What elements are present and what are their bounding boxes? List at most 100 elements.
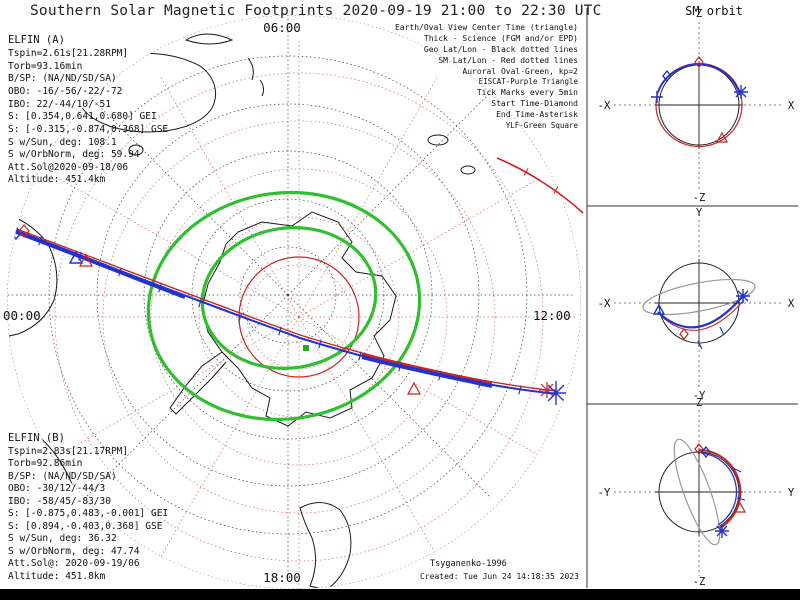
elfin-b-info-block: ELFIN (B) Tspin=2.83s[21.17RPM] Torb=92.… xyxy=(8,432,168,582)
elfin-b-line: B/SP: (NA/ND/SD/SA) xyxy=(8,471,117,482)
legend-line: YLF-Green Square xyxy=(506,121,579,130)
elfin-a-line: OBO: -16/-56/-22/-72 xyxy=(8,86,122,97)
legend-line: Thick - Science (FGM and/or EPD) xyxy=(424,34,578,43)
orbit-tick xyxy=(736,497,746,501)
orbit-panel-yz: Z -Z -Y Y xyxy=(598,397,795,588)
orbit-diamond-red xyxy=(694,443,704,455)
elfin-b-line: Att.Sol@: 2020-09-19/06 xyxy=(8,558,140,569)
created-timestamp: Created: Tue Jun 24 14:18:35 2023 xyxy=(420,572,579,581)
mlt-label-bottom: 18:00 xyxy=(263,570,301,585)
island-outline xyxy=(427,134,449,146)
auroral-oval xyxy=(146,190,422,422)
elfin-a-line: S: [-0.315,-0.874,0.368] GSE xyxy=(8,124,168,135)
elfin-a-line: S w/OrbNorm, deg: 59.94 xyxy=(8,149,140,160)
orbit-diamond-blue xyxy=(701,445,711,459)
orbit-panel-xz: Z -Z -X X xyxy=(598,8,795,204)
axis-label-bottom: -Z xyxy=(693,576,706,588)
orbit-triangle-blue xyxy=(652,303,666,315)
elfin-a-line: Att.Sol@2020-09-18/06 xyxy=(8,162,128,173)
auroral-oval-poleward xyxy=(200,226,378,370)
orbit-tick-plus xyxy=(651,91,663,103)
tasmania-outline xyxy=(128,144,144,156)
axis-label-top: Z xyxy=(696,8,702,20)
elfin-b-line: S: [-0.875,0.483,-0.001] GEI xyxy=(8,508,168,519)
elfin-b-line: S w/OrbNorm, deg: 47.74 xyxy=(8,546,140,557)
end-asterisk-marker-b xyxy=(539,382,555,398)
field-model-credit: Tsyganenko-1996 xyxy=(430,559,507,569)
start-diamond-marker-b xyxy=(18,224,30,238)
end-asterisk-marker-a xyxy=(544,381,568,405)
elfin-a-line: S: [0.354,0.641,0.680] GEI xyxy=(8,111,157,122)
view-center-triangle-a xyxy=(68,250,84,264)
elfin-a-line: IBO: 22/-44/10/-51 xyxy=(8,99,111,110)
axis-label-right: Y xyxy=(788,487,795,499)
bottom-bar xyxy=(0,589,800,600)
axis-label-left: -X xyxy=(598,100,611,112)
orbit-end-asterisk xyxy=(736,289,750,303)
orbit-tick xyxy=(697,340,703,350)
map-legend: Earth/Oval View Center Time (triangle) T… xyxy=(395,23,579,130)
science-segment-thick xyxy=(13,229,186,299)
polar-map xyxy=(7,15,581,589)
elfin-a-line: Altitude: 451.4km xyxy=(8,174,106,185)
orbit-diamond-blue xyxy=(662,69,672,83)
orbit-panel-xy: Y -Y -X X xyxy=(598,207,795,402)
orbit-tick xyxy=(732,467,742,473)
mlt-label-right: 12:00 xyxy=(533,308,571,323)
orbit-arc-red xyxy=(659,299,745,331)
auroral-oval-equatorward xyxy=(146,190,422,422)
legend-line: Start Time-Diamond xyxy=(491,99,578,108)
orbit-plane-ellipse xyxy=(673,438,721,546)
legend-line: Earth/Oval View Center Time (triangle) xyxy=(395,23,578,32)
geo-grid xyxy=(7,15,581,589)
elfin-b-line: S w/Sun, deg: 36.32 xyxy=(8,533,117,544)
elfin-b-label: ELFIN (B) xyxy=(8,432,65,444)
view-center-triangle-b2 xyxy=(406,381,422,395)
new-guinea-outline xyxy=(184,33,234,45)
legend-line: EISCAT-Purple Triangle xyxy=(479,77,579,86)
science-segment-thick-red xyxy=(361,353,493,384)
orbit-arc-red xyxy=(698,449,742,529)
axis-label-left: -Y xyxy=(598,487,611,499)
elfin-b-line: S: [0.894,-0.403,0.368] GSE xyxy=(8,521,163,532)
orbit-diamond-red xyxy=(679,328,689,340)
bottom-center-landmass xyxy=(299,502,352,589)
orbit-end-asterisk xyxy=(734,85,748,99)
sm-orbit-title: SM orbit xyxy=(685,4,743,18)
axis-label-left: -X xyxy=(598,298,611,310)
elfin-b-line: OBO: -30/12/-44/3 xyxy=(8,483,105,494)
orbit-triangle-red xyxy=(715,131,729,143)
legend-line: SM Lat/Lon - Red dotted lines xyxy=(438,56,578,65)
legend-line: Geo Lat/Lon - Black dotted lines xyxy=(424,45,578,54)
view-center-triangle-b xyxy=(78,253,94,267)
left-coastline xyxy=(7,211,58,339)
page-title: Southern Solar Magnetic Footprints 2020-… xyxy=(30,3,602,19)
orbit-plane-ellipse xyxy=(642,278,756,316)
axis-label-bottom: -Y xyxy=(693,390,706,402)
sm-pole-circle xyxy=(238,256,360,378)
new-zealand-outline xyxy=(247,57,265,97)
elfin-a-line: Torb=93.16min xyxy=(8,61,82,72)
legend-line: Auroral Oval-Green, kp=2 xyxy=(462,67,578,76)
legend-line: End Time-Asterisk xyxy=(496,110,578,119)
elfin-b-line: IBO: -58/45/-83/30 xyxy=(8,496,111,507)
orbit-end-asterisk xyxy=(715,524,729,538)
axis-label-top: Y xyxy=(696,207,703,219)
antarctic-peninsula-outline xyxy=(169,351,227,415)
orbit-arc-blue xyxy=(700,452,738,526)
elfin-b-extra-segment xyxy=(496,157,584,214)
axis-label-bottom: -Z xyxy=(693,192,706,204)
elfin-a-line: S w/Sun, deg: 108.1 xyxy=(8,137,117,148)
legend-line: Tick Marks every 5min xyxy=(477,88,578,97)
elfin-a-line: Tspin=2.61s[21.28RPM] xyxy=(8,48,128,59)
orbit-tick xyxy=(719,326,725,336)
science-segment-thick xyxy=(361,354,493,389)
elfin-b-line: Altitude: 451.8km xyxy=(8,571,106,582)
axis-label-top: Z xyxy=(696,397,702,409)
footprint-tracks xyxy=(10,224,568,405)
ylf-station-square xyxy=(303,345,309,351)
elfin-a-line: B/SP: (NA/ND/SD/SA) xyxy=(8,73,117,84)
elfin-b-line: Tspin=2.83s[21.17RPM] xyxy=(8,446,128,457)
